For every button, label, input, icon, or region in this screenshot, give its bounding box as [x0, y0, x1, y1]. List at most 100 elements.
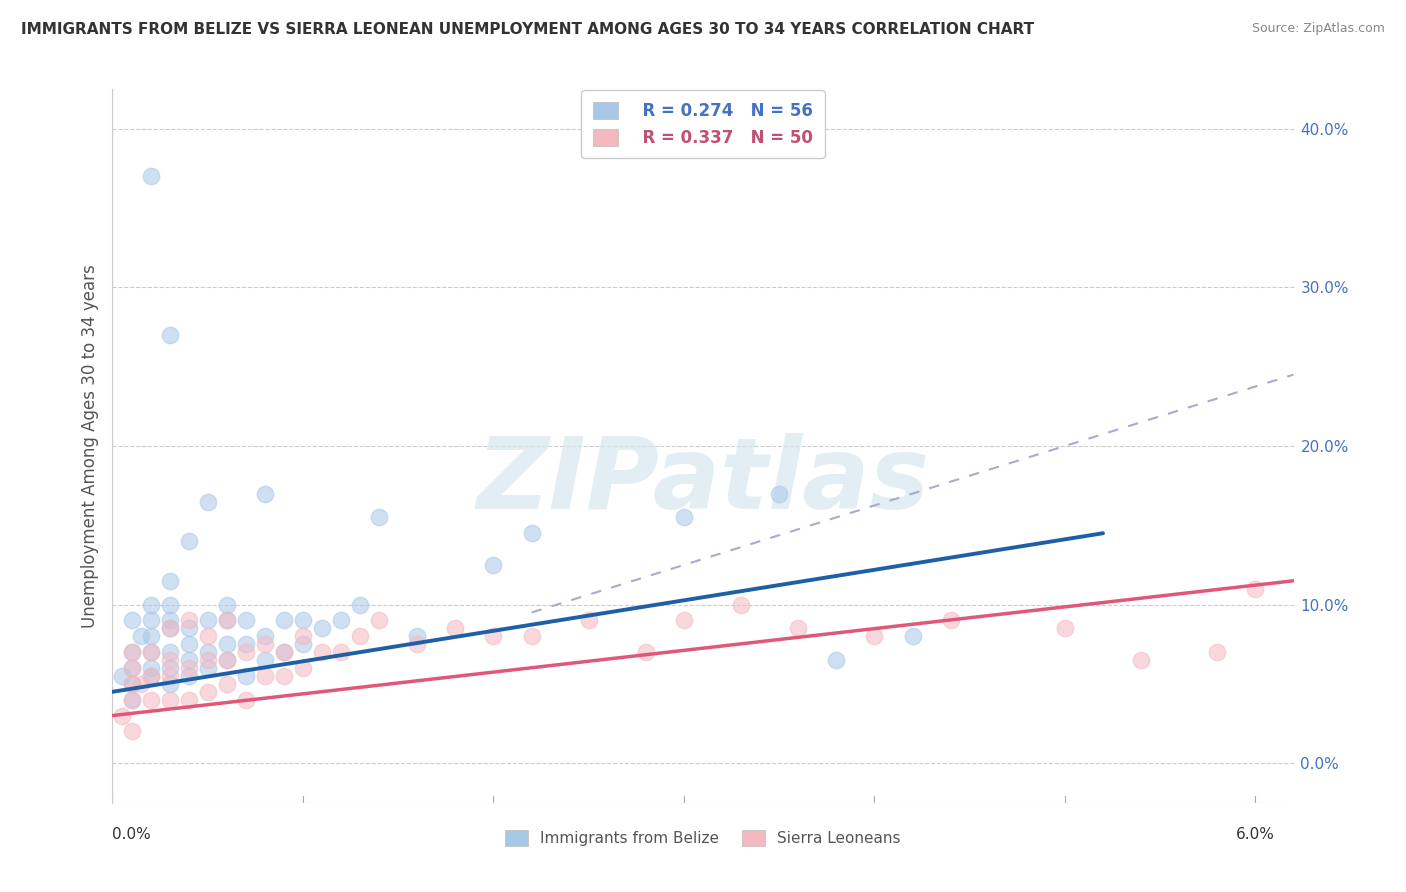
Point	[139, 614, 162, 628]
Point	[368, 614, 391, 628]
Point	[197, 653, 219, 667]
Point	[311, 621, 333, 635]
Point	[197, 685, 219, 699]
Point	[139, 645, 162, 659]
Point	[273, 645, 295, 659]
Text: 0.0%: 0.0%	[112, 827, 152, 841]
Point	[311, 645, 333, 659]
Point	[730, 598, 752, 612]
Point	[121, 724, 143, 739]
Point	[159, 645, 181, 659]
Point	[159, 328, 181, 343]
Point	[159, 621, 181, 635]
Point	[215, 653, 238, 667]
Point	[235, 669, 257, 683]
Point	[139, 692, 162, 706]
Point	[129, 677, 152, 691]
Point	[159, 669, 181, 683]
Point	[235, 692, 257, 706]
Point	[768, 486, 790, 500]
Point	[121, 677, 143, 691]
Point	[215, 598, 238, 612]
Point	[672, 510, 695, 524]
Point	[215, 677, 238, 691]
Point	[1206, 645, 1229, 659]
Point	[121, 645, 143, 659]
Point	[177, 661, 200, 675]
Point	[139, 169, 162, 184]
Point	[139, 669, 162, 683]
Point	[159, 598, 181, 612]
Point	[121, 614, 143, 628]
Point	[1130, 653, 1153, 667]
Point	[197, 614, 219, 628]
Point	[177, 621, 200, 635]
Point	[863, 629, 886, 643]
Point	[197, 629, 219, 643]
Point	[177, 637, 200, 651]
Point	[672, 614, 695, 628]
Point	[349, 629, 371, 643]
Point	[406, 637, 429, 651]
Point	[1244, 582, 1267, 596]
Point	[121, 677, 143, 691]
Point	[406, 629, 429, 643]
Text: Source: ZipAtlas.com: Source: ZipAtlas.com	[1251, 22, 1385, 36]
Point	[215, 614, 238, 628]
Point	[349, 598, 371, 612]
Point	[197, 494, 219, 508]
Text: ZIPatlas: ZIPatlas	[477, 434, 929, 530]
Point	[273, 669, 295, 683]
Point	[121, 645, 143, 659]
Point	[159, 621, 181, 635]
Point	[482, 629, 505, 643]
Point	[482, 558, 505, 572]
Point	[444, 621, 467, 635]
Point	[235, 645, 257, 659]
Point	[291, 661, 314, 675]
Point	[139, 669, 162, 683]
Point	[253, 669, 276, 683]
Point	[197, 661, 219, 675]
Point	[1053, 621, 1076, 635]
Point	[291, 614, 314, 628]
Y-axis label: Unemployment Among Ages 30 to 34 years: Unemployment Among Ages 30 to 34 years	[80, 264, 98, 628]
Point	[139, 661, 162, 675]
Point	[177, 534, 200, 549]
Point	[177, 653, 200, 667]
Point	[939, 614, 962, 628]
Point	[159, 653, 181, 667]
Legend: Immigrants from Belize, Sierra Leoneans: Immigrants from Belize, Sierra Leoneans	[499, 824, 907, 852]
Point	[121, 692, 143, 706]
Point	[215, 653, 238, 667]
Point	[177, 669, 200, 683]
Point	[111, 708, 134, 723]
Point	[520, 629, 543, 643]
Text: 6.0%: 6.0%	[1236, 827, 1274, 841]
Point	[330, 614, 353, 628]
Point	[235, 637, 257, 651]
Point	[215, 637, 238, 651]
Point	[253, 653, 276, 667]
Point	[159, 614, 181, 628]
Point	[634, 645, 657, 659]
Point	[159, 677, 181, 691]
Point	[578, 614, 600, 628]
Point	[139, 645, 162, 659]
Point	[253, 637, 276, 651]
Point	[787, 621, 810, 635]
Point	[159, 661, 181, 675]
Point	[111, 669, 134, 683]
Point	[235, 614, 257, 628]
Point	[139, 598, 162, 612]
Point	[121, 661, 143, 675]
Point	[129, 629, 152, 643]
Point	[520, 526, 543, 541]
Point	[177, 692, 200, 706]
Point	[368, 510, 391, 524]
Point	[291, 629, 314, 643]
Point	[901, 629, 924, 643]
Text: IMMIGRANTS FROM BELIZE VS SIERRA LEONEAN UNEMPLOYMENT AMONG AGES 30 TO 34 YEARS : IMMIGRANTS FROM BELIZE VS SIERRA LEONEAN…	[21, 22, 1035, 37]
Point	[215, 614, 238, 628]
Point	[253, 486, 276, 500]
